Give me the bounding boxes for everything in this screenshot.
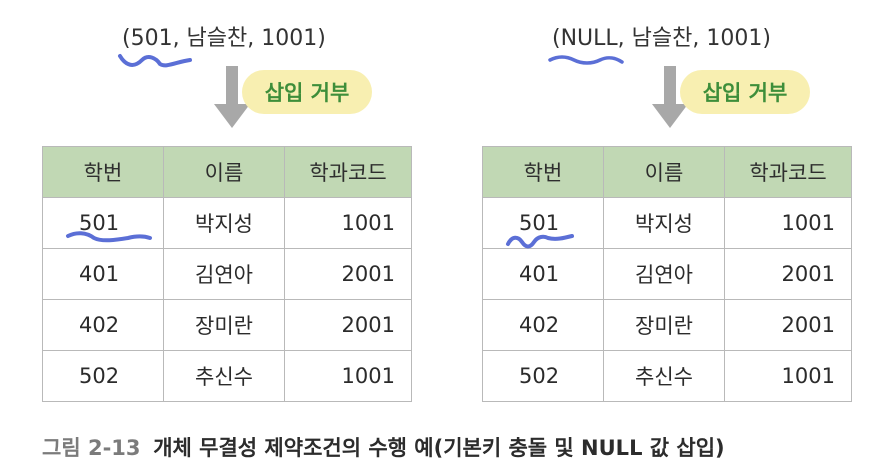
- cell-name: 추신수: [603, 350, 725, 402]
- cell-name: 장미란: [163, 299, 285, 351]
- inserted-tuple: (NULL, 남슬찬, 1001): [552, 26, 771, 51]
- cell-name: 장미란: [603, 299, 725, 351]
- cell-name: 박지성: [603, 197, 725, 249]
- insert-rejected-badge: 삽입 거부: [680, 70, 810, 114]
- header-name: 이름: [163, 146, 285, 198]
- insert-rejected-badge: 삽입 거부: [242, 70, 372, 114]
- cell-student-id: 401: [42, 248, 164, 300]
- cell-student-id: 402: [42, 299, 164, 351]
- cell-student-id: 501: [482, 197, 604, 249]
- cell-dept-code: 2001: [284, 299, 412, 351]
- cell-name: 박지성: [163, 197, 285, 249]
- cell-student-id: 502: [42, 350, 164, 402]
- left-panel: (501, 남슬찬, 1001) 삽입 거부 학번 이름 학과코드 501 박지…: [42, 0, 442, 420]
- table-row: 502 추신수 1001: [482, 350, 852, 402]
- header-student-id: 학번: [42, 146, 164, 198]
- header-name: 이름: [603, 146, 725, 198]
- table-row: 502 추신수 1001: [42, 350, 412, 402]
- cell-dept-code: 2001: [724, 248, 852, 300]
- down-arrow-icon: [652, 66, 688, 128]
- student-table: 학번 이름 학과코드 501 박지성 1001 401 김연아 2001 402…: [42, 146, 412, 402]
- cell-student-id: 501: [42, 197, 164, 249]
- cell-dept-code: 2001: [284, 248, 412, 300]
- cell-dept-code: 1001: [284, 350, 412, 402]
- figure-caption: 그림 2-13 개체 무결성 제약조건의 수행 예(기본키 충돌 및 NULL …: [42, 432, 725, 462]
- down-arrow-icon: [214, 66, 250, 128]
- right-panel: (NULL, 남슬찬, 1001) 삽입 거부 학번 이름 학과코드 501 박…: [482, 0, 882, 420]
- cell-name: 김연아: [603, 248, 725, 300]
- figure-number: 그림 2-13: [42, 436, 141, 460]
- cell-student-id: 401: [482, 248, 604, 300]
- header-dept-code: 학과코드: [284, 146, 412, 198]
- table-row: 402 장미란 2001: [482, 299, 852, 351]
- student-table: 학번 이름 학과코드 501 박지성 1001 401 김연아 2001 402…: [482, 146, 852, 402]
- table-row: 501 박지성 1001: [482, 197, 852, 249]
- header-student-id: 학번: [482, 146, 604, 198]
- table-row: 402 장미란 2001: [42, 299, 412, 351]
- table-row: 401 김연아 2001: [482, 248, 852, 300]
- cell-name: 추신수: [163, 350, 285, 402]
- header-dept-code: 학과코드: [724, 146, 852, 198]
- cell-student-id: 502: [482, 350, 604, 402]
- cell-name: 김연아: [163, 248, 285, 300]
- handwritten-underline: [118, 54, 192, 68]
- cell-dept-code: 2001: [724, 299, 852, 351]
- cell-dept-code: 1001: [724, 350, 852, 402]
- cell-dept-code: 1001: [284, 197, 412, 249]
- table-row: 401 김연아 2001: [42, 248, 412, 300]
- handwritten-underline: [548, 55, 624, 65]
- cell-dept-code: 1001: [724, 197, 852, 249]
- inserted-tuple: (501, 남슬찬, 1001): [122, 26, 326, 51]
- cell-student-id: 402: [482, 299, 604, 351]
- table-header-row: 학번 이름 학과코드: [42, 146, 412, 198]
- figure-title: 개체 무결성 제약조건의 수행 예(기본키 충돌 및 NULL 값 삽입): [153, 436, 725, 460]
- table-header-row: 학번 이름 학과코드: [482, 146, 852, 198]
- table-row: 501 박지성 1001: [42, 197, 412, 249]
